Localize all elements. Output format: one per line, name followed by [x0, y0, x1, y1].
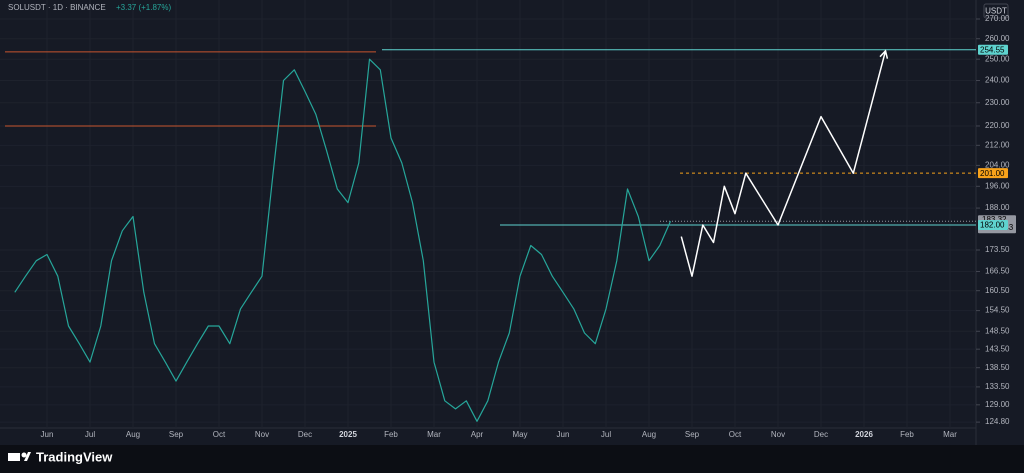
- y-tick-label: 230.00: [985, 98, 1010, 107]
- y-tick-label: 212.00: [985, 140, 1010, 149]
- price-label: 183.32: [982, 215, 1007, 224]
- y-tick-label: 148.50: [985, 326, 1010, 335]
- price-change: +3.37 (+1.87%): [116, 3, 171, 12]
- x-tick-label: Nov: [771, 430, 785, 439]
- arrow-head: [879, 49, 889, 59]
- price-label: 254.55: [980, 45, 1005, 54]
- plot: [5, 49, 976, 422]
- y-tick-label: 220.00: [985, 121, 1010, 130]
- currency[interactable]: USDT: [985, 7, 1007, 16]
- price-line: [14, 58, 672, 422]
- projection-path: [680, 50, 887, 277]
- x-tick-label: Aug: [642, 430, 656, 439]
- y-tick-label: 260.00: [985, 34, 1010, 43]
- x-tick-label: Jun: [41, 430, 54, 439]
- currency-box[interactable]: [983, 3, 1009, 19]
- x-tick-label: Feb: [900, 430, 914, 439]
- x-tick-label: Nov: [255, 430, 269, 439]
- x-tick-label: Jun: [557, 430, 570, 439]
- chart-title: SOLUSDT · 1D · BINANCE: [8, 3, 106, 12]
- x-tick-label: Oct: [213, 430, 226, 439]
- y-tick-label: 173.50: [985, 245, 1010, 254]
- price-label-box: [978, 220, 1008, 231]
- x-tick-label: Aug: [126, 430, 140, 439]
- price-label: 201.00: [980, 169, 1005, 178]
- y-tick-label: 166.50: [985, 267, 1010, 276]
- x-tick-label: Sep: [169, 430, 184, 439]
- y-tick-label: 160.50: [985, 286, 1010, 295]
- y-tick-label: 240.00: [985, 76, 1010, 85]
- footer-bar: [0, 445, 1024, 473]
- x-tick-label: Feb: [384, 430, 398, 439]
- x-tick-label: Apr: [471, 430, 484, 439]
- x-tick-label: Sep: [685, 430, 700, 439]
- y-tick-label: 188.00: [985, 203, 1010, 212]
- brand-logo: [8, 452, 31, 461]
- y-tick-label: 133.50: [985, 382, 1010, 391]
- x-tick-label: May: [512, 430, 527, 439]
- y-tick-label: 154.50: [985, 306, 1010, 315]
- x-tick-label: 2025: [339, 430, 357, 439]
- x-tick-label: Oct: [729, 430, 742, 439]
- price-label: 182.00: [980, 221, 1005, 230]
- y-tick-label: 129.00: [985, 400, 1010, 409]
- x-tick-label: Mar: [427, 430, 441, 439]
- y-tick-label: 204.00: [985, 161, 1010, 170]
- x-tick-label: 2026: [855, 430, 873, 439]
- x-tick-label: Dec: [814, 430, 828, 439]
- price-label-box: [978, 168, 1008, 179]
- x-tick-label: Dec: [298, 430, 312, 439]
- price-label-box: [978, 44, 1008, 55]
- x-tick-label: Mar: [943, 430, 957, 439]
- y-tick-label: 196.00: [985, 181, 1010, 190]
- y-tick-label: 138.50: [985, 363, 1010, 372]
- y-tick-label: 250.00: [985, 54, 1010, 63]
- y-tick-label: 143.50: [985, 344, 1010, 353]
- brand: TradingView: [36, 449, 113, 464]
- x-tick-label: Jul: [601, 430, 611, 439]
- y-tick-label: 124.80: [985, 417, 1010, 426]
- y-tick-label: 270.00: [985, 14, 1010, 23]
- x-tick-label: Jul: [85, 430, 95, 439]
